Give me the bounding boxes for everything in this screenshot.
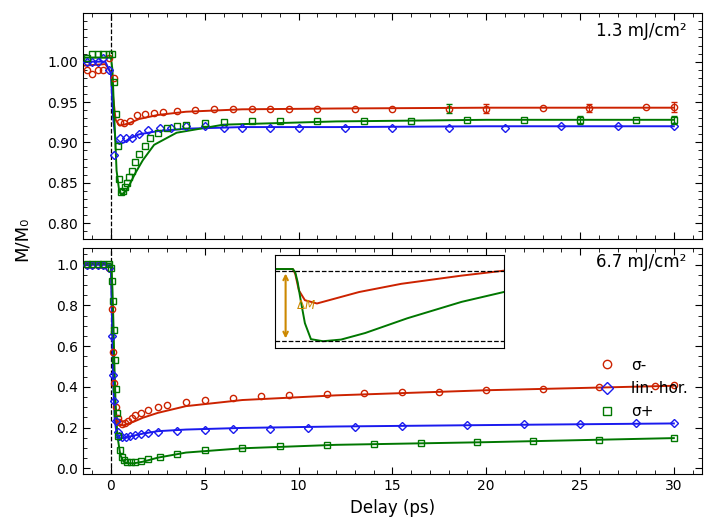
Text: M/M₀: M/M₀	[12, 216, 30, 261]
X-axis label: Delay (ps): Delay (ps)	[350, 499, 435, 517]
Text: 6.7 mJ/cm²: 6.7 mJ/cm²	[596, 253, 687, 271]
Text: 1.3 mJ/cm²: 1.3 mJ/cm²	[596, 22, 687, 40]
Legend: σ-, lin. hor., σ+: σ-, lin. hor., σ+	[585, 351, 694, 426]
